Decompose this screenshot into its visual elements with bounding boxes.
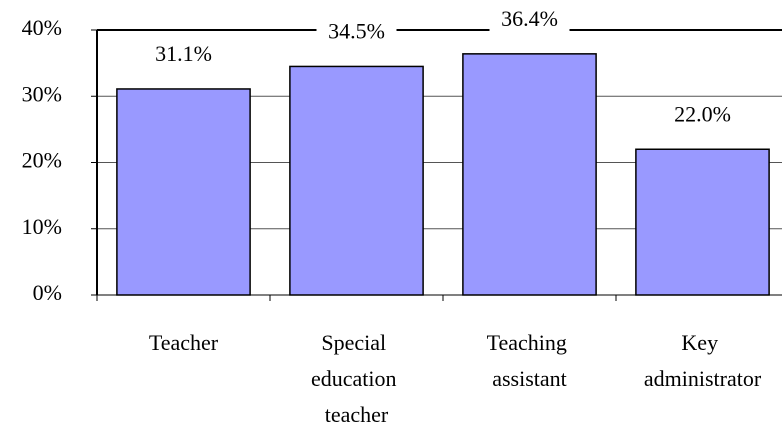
y-tick-label: 40% <box>22 15 62 40</box>
y-tick-label: 0% <box>33 280 62 305</box>
x-tick-label: Special education teacher <box>311 330 402 427</box>
bar <box>462 53 597 296</box>
x-tick-label: Teaching assistant <box>487 330 573 391</box>
bar <box>116 88 251 296</box>
value-label: 34.5% <box>328 18 385 43</box>
value-label: 31.1% <box>155 41 212 66</box>
value-label: 36.4% <box>501 6 558 31</box>
value-label-bg <box>143 40 224 71</box>
value-label: 22.0% <box>674 101 731 126</box>
x-tick-label: Key administrator <box>644 330 762 391</box>
bar <box>289 65 424 296</box>
value-label-bg <box>662 101 743 132</box>
y-tick-label: 10% <box>22 214 62 239</box>
value-label-bg <box>489 5 570 36</box>
value-label-bg <box>316 18 397 49</box>
x-tick-label: Teacher <box>149 330 219 355</box>
y-tick-label: 20% <box>22 148 62 173</box>
bar <box>635 148 770 296</box>
y-tick-label: 30% <box>22 81 62 106</box>
